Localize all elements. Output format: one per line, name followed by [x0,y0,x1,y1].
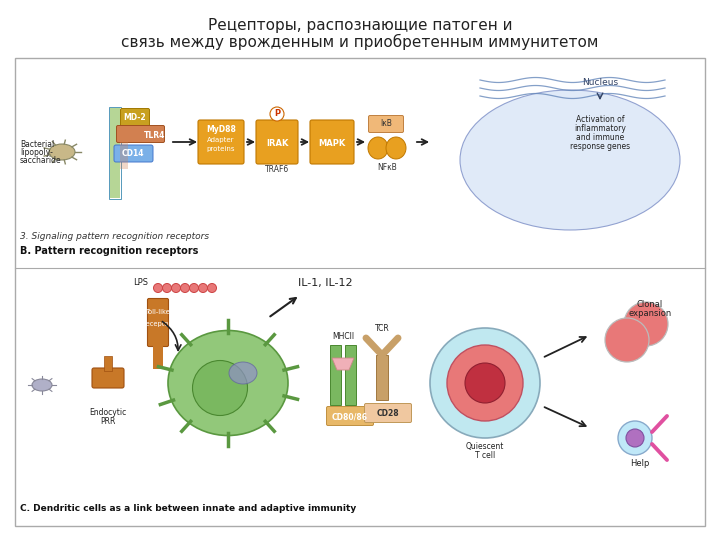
Text: expansion: expansion [629,309,672,318]
Text: CD80/86: CD80/86 [332,413,368,422]
Text: and immune: and immune [576,133,624,142]
Text: Help: Help [630,459,649,468]
Text: lipopoly-: lipopoly- [20,148,53,157]
FancyBboxPatch shape [120,109,150,126]
Text: IRAK: IRAK [266,138,288,147]
Text: TCR: TCR [374,324,390,333]
Text: T cell: T cell [475,451,495,460]
Circle shape [207,284,217,293]
Circle shape [189,284,199,293]
FancyBboxPatch shape [326,407,374,426]
Circle shape [624,302,668,346]
Circle shape [171,284,181,293]
Circle shape [626,429,644,447]
Text: IL-1, IL-12: IL-1, IL-12 [297,278,352,288]
Text: связь между врожденным и приобретенным иммунитетом: связь между врожденным и приобретенным и… [121,34,599,50]
Text: PRR: PRR [100,417,116,426]
Text: 3. Signaling pattern recognition receptors: 3. Signaling pattern recognition recepto… [20,232,209,241]
Text: Рецепторы, распознающие патоген и: Рецепторы, распознающие патоген и [208,18,512,33]
Text: LPS: LPS [133,278,148,287]
Text: Clonal: Clonal [637,300,663,309]
Text: Toll-like: Toll-like [145,309,171,315]
Bar [15,58,705,526]
Text: Quiescent: Quiescent [466,442,504,451]
Text: receptor: receptor [144,321,172,327]
Text: MD-2: MD-2 [124,113,146,123]
Bar [376,355,388,400]
Text: Bacterial: Bacterial [20,140,54,149]
Ellipse shape [32,379,52,391]
FancyBboxPatch shape [114,145,153,162]
Circle shape [605,318,649,362]
Text: Nucleus: Nucleus [582,78,618,87]
Text: NFκB: NFκB [377,163,397,172]
Circle shape [430,328,540,438]
Bar [120,141,128,169]
Text: IκB: IκB [380,119,392,129]
Text: TRAF6: TRAF6 [265,165,289,174]
Text: response genes: response genes [570,142,630,151]
Text: CD14: CD14 [122,150,144,159]
FancyBboxPatch shape [148,299,168,347]
Circle shape [618,421,652,455]
Text: inflammatory: inflammatory [574,124,626,133]
Text: MAPK: MAPK [318,138,346,147]
Bar [153,344,163,369]
Text: P: P [274,110,280,118]
Circle shape [199,284,207,293]
Ellipse shape [229,362,257,384]
Bar [115,108,120,198]
Ellipse shape [49,144,75,160]
FancyBboxPatch shape [117,125,164,143]
Circle shape [181,284,189,293]
Text: MyD88: MyD88 [206,125,236,134]
Ellipse shape [192,361,248,415]
FancyBboxPatch shape [364,403,412,422]
Circle shape [163,284,171,293]
Ellipse shape [386,137,406,159]
FancyBboxPatch shape [198,120,244,164]
FancyBboxPatch shape [310,120,354,164]
FancyBboxPatch shape [256,120,298,164]
Text: TLR4: TLR4 [144,131,166,139]
Circle shape [270,107,284,121]
Text: Endocytic: Endocytic [89,408,127,417]
Text: Adapter: Adapter [207,137,235,143]
Text: MHCII: MHCII [332,332,354,341]
Text: saccharide: saccharide [20,156,62,165]
Bar [330,345,341,405]
Ellipse shape [460,90,680,230]
Circle shape [465,363,505,403]
Text: B. Pattern recognition receptors: B. Pattern recognition receptors [20,246,199,256]
Bar [110,108,115,198]
Ellipse shape [368,137,388,159]
Text: Activation of: Activation of [576,115,624,124]
FancyBboxPatch shape [369,116,403,132]
Ellipse shape [168,330,288,435]
Bar [104,356,112,371]
Text: proteins: proteins [207,146,235,152]
Bar [110,108,120,198]
Circle shape [447,345,523,421]
Polygon shape [332,358,354,370]
Circle shape [153,284,163,293]
Bar [109,107,121,199]
Text: CD28: CD28 [377,409,400,418]
Bar [345,345,356,405]
Text: C. Dendritic cells as a link between innate and adaptive immunity: C. Dendritic cells as a link between inn… [20,504,356,513]
FancyBboxPatch shape [92,368,124,388]
